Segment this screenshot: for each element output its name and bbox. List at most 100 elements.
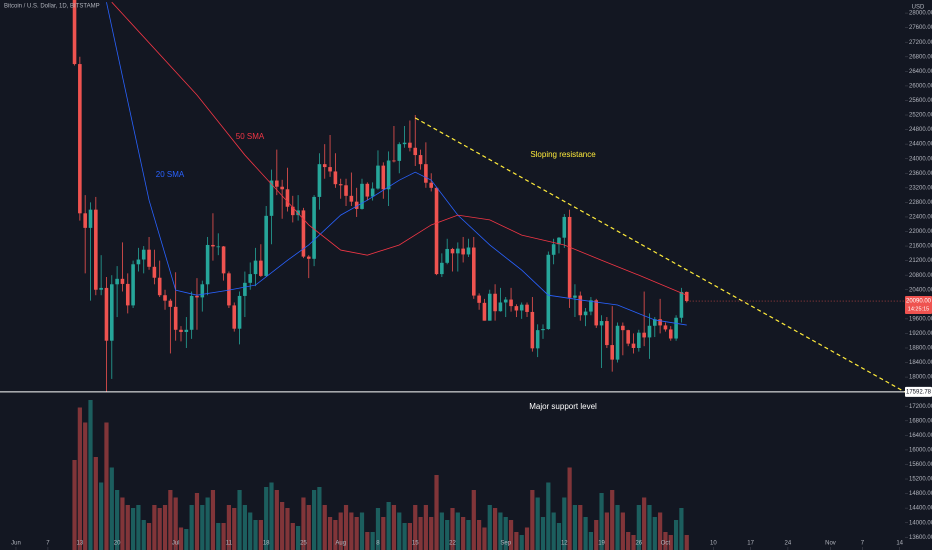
candle-body (599, 321, 604, 326)
sma-line (106, 2, 687, 326)
candle-body (333, 171, 338, 185)
x-tick-label: 19 (598, 541, 605, 547)
x-tick-label: Jun (11, 541, 21, 547)
volume-bar (439, 512, 444, 550)
volume-bar (658, 512, 663, 550)
volume-bar (370, 532, 375, 550)
volume-bar (99, 482, 104, 550)
volume-bar (455, 512, 460, 550)
sma-label: 50 SMA (236, 132, 265, 141)
plot-area (72, 0, 905, 550)
volume-bar (434, 475, 439, 550)
volume-bar (503, 517, 508, 550)
support-label: 17592.78 (906, 390, 932, 396)
y-tick-label: 16800.00 (909, 418, 932, 424)
candle-body (578, 295, 583, 316)
candle-body (306, 256, 311, 259)
volume-bar (157, 508, 162, 550)
x-tick-label: Oct (661, 541, 671, 547)
volume-bar (269, 482, 274, 550)
volume-bar (684, 535, 689, 550)
y-tick-label: 15200.00 (909, 477, 932, 483)
volume-bar (514, 532, 519, 550)
candle-body (551, 244, 556, 255)
volume-bar (333, 520, 338, 550)
x-tick-label: 17 (747, 541, 754, 547)
volume-bar (168, 490, 173, 550)
volume-bar (407, 523, 413, 550)
volume-bar (386, 502, 391, 550)
candle-body (280, 186, 284, 190)
y-tick-label: 26000.00 (909, 83, 932, 89)
candle-body (141, 249, 146, 260)
volume-bar (429, 517, 434, 550)
sma-line (111, 1, 687, 296)
x-tick-label: 14 (896, 541, 903, 547)
volume-bar (530, 490, 535, 550)
candle-body (78, 64, 82, 214)
x-tick-label: 8 (376, 541, 380, 547)
volume-bar (445, 520, 450, 550)
volume-bar (540, 517, 546, 550)
volume-bar (173, 497, 178, 550)
volume-bar (83, 422, 88, 550)
candle-body (456, 248, 460, 254)
volume-bar (450, 508, 455, 550)
candle-body (530, 311, 535, 349)
candle-body (642, 332, 646, 338)
volume-bar (546, 482, 551, 550)
volume-bar (72, 460, 77, 550)
candle-body (386, 160, 391, 190)
y-tick-label: 13600.00 (909, 535, 932, 541)
candle-body (658, 319, 662, 326)
volume-bar (524, 527, 530, 550)
volume-bar (381, 517, 386, 550)
candle-body (354, 201, 359, 209)
candle-body (674, 317, 678, 339)
volume-bar (136, 505, 141, 550)
volume-bar (418, 517, 423, 550)
x-tick-label: Aug (335, 541, 346, 547)
volume-bar (626, 532, 631, 550)
candle-body (189, 295, 194, 330)
x-tick-label: 11 (226, 541, 233, 547)
y-tick-label: 14400.00 (909, 506, 932, 512)
candle-body (477, 295, 481, 303)
candle-body (376, 165, 380, 189)
candle-body (626, 330, 630, 344)
volume-bar (210, 490, 216, 550)
volume-bar (375, 508, 381, 550)
volume-bar (274, 490, 279, 550)
candle-body (509, 299, 513, 307)
volume-bar (322, 505, 327, 550)
y-tick-label: 22400.00 (909, 215, 932, 221)
candle-body (557, 237, 561, 245)
y-tick-label: 16400.00 (909, 433, 932, 439)
x-tick-label: 24 (785, 541, 792, 547)
y-tick-label: 23600.00 (909, 171, 932, 177)
candle-body (652, 319, 657, 326)
x-tick-label: 12 (561, 541, 568, 547)
candle-body (647, 325, 652, 338)
volume-bar (663, 532, 668, 550)
candle-body (72, 0, 77, 65)
candle-body (338, 184, 343, 186)
candle-body (392, 160, 396, 162)
candle-body (381, 165, 386, 190)
candle-body (136, 259, 141, 265)
candle-body (120, 278, 125, 284)
candle-body (402, 142, 407, 145)
volume-bar (338, 512, 343, 550)
last-price-box (905, 296, 932, 315)
x-tick-label: 20 (114, 541, 121, 547)
volume-bar (104, 422, 109, 550)
candle-body (503, 299, 508, 303)
volume-bar (226, 505, 232, 550)
candle-body (312, 196, 316, 259)
sma-label: 20 SMA (156, 170, 185, 179)
x-tick-label: 22 (449, 541, 456, 547)
volume-bar (636, 505, 641, 550)
candle-body (589, 300, 593, 312)
candle-body (413, 147, 418, 156)
